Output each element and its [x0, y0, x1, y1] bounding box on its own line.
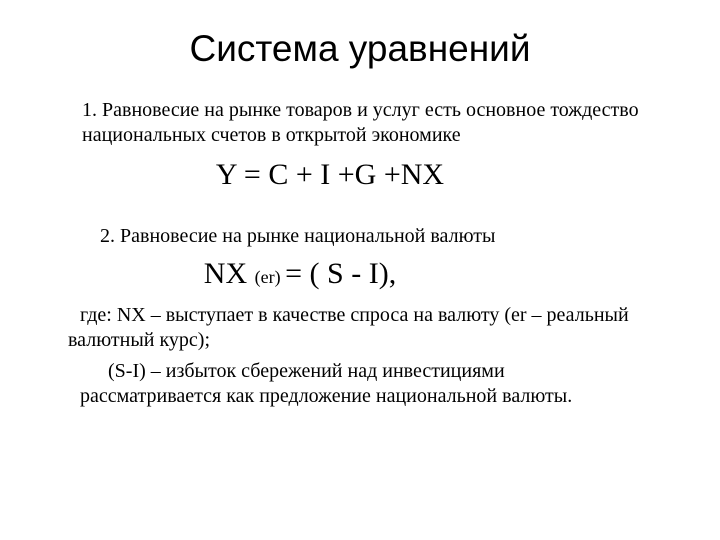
eq2-nx: NX [204, 257, 255, 290]
page-title: Система уравнений [48, 28, 672, 70]
eq2-right: = ( S - I), [285, 257, 396, 290]
item-2-text: 2. Равновесие на рынке национальной валю… [100, 224, 672, 249]
item-1-text: 1. Равновесие на рынке товаров и услуг е… [82, 98, 662, 148]
equation-2: NX (er) = ( S - I), [48, 257, 672, 291]
paragraph-where: где: NX – выступает в качестве спроса на… [68, 303, 642, 353]
slide-container: Система уравнений 1. Равновесие на рынке… [0, 0, 720, 540]
equation-1: Y = C + I +G +NX [48, 158, 672, 192]
paragraph-si: (S-I) – избыток сбережений над инвестици… [80, 359, 642, 409]
eq2-er: (er) [255, 267, 285, 287]
